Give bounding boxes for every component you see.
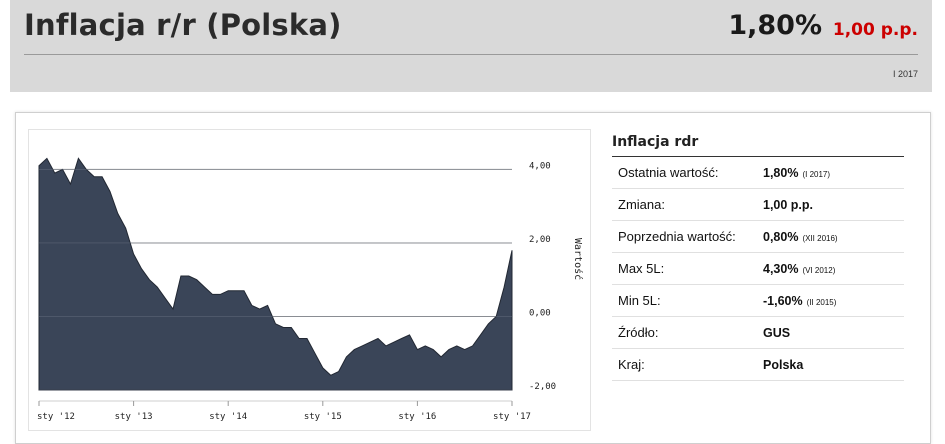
x-tick-label: sty '17: [493, 412, 531, 422]
info-value: 4,30% (VI 2012): [763, 261, 836, 276]
info-row-min: Min 5L: -1,60% (II 2015): [612, 285, 904, 317]
chart-container: 4,00 2,00 0,00 -2,00 Wartość sty '12 sty '13 st…: [28, 129, 591, 431]
info-title: Inflacja rdr: [612, 130, 904, 157]
info-label: Max 5L:: [618, 261, 665, 276]
inflation-area-series: [38, 157, 513, 391]
info-label: Min 5L:: [618, 293, 661, 308]
header-divider: [24, 54, 918, 55]
current-value: 1,80%: [728, 10, 822, 41]
period-label: I 2017: [892, 69, 918, 79]
info-label: Poprzednia wartość:: [618, 229, 736, 244]
info-label: Zmiana:: [618, 197, 665, 212]
inflation-chart: 4,00 2,00 0,00 -2,00 Wartość sty '12 sty '13 st…: [37, 157, 584, 422]
info-table: Inflacja rdr Ostatnia wartość: 1,80% (I 2…: [612, 130, 904, 381]
info-value: 1,80% (I 2017): [763, 165, 831, 180]
info-label: Źródło:: [618, 325, 659, 340]
info-value: -1,60% (II 2015): [763, 293, 837, 308]
info-row-previous: Poprzednia wartość: 0,80% (XII 2016): [612, 221, 904, 253]
change-value: 1,00 p.p.: [832, 20, 918, 40]
info-row-change: Zmiana: 1,00 p.p.: [612, 189, 904, 221]
info-row-last: Ostatnia wartość: 1,80% (I 2017): [612, 157, 904, 189]
x-tick-label: sty '15: [304, 412, 342, 422]
x-tick-label: sty '12: [37, 412, 75, 422]
y-tick-label: 2,00: [529, 235, 551, 245]
y-tick-label: 0,00: [529, 308, 551, 318]
x-tick-label: sty '13: [115, 412, 153, 422]
y-tick-label: 4,00: [529, 161, 551, 171]
indicator-header: Inflacja r/r (Polska) 1,80% 1,00 p.p. I …: [10, 0, 932, 92]
info-row-country: Kraj: Polska: [612, 349, 904, 381]
y-tick-label: -2,00: [529, 382, 556, 392]
y-axis-label: Wartość: [572, 238, 584, 280]
content-panel: 4,00 2,00 0,00 -2,00 Wartość sty '12 sty '13 st…: [15, 112, 931, 444]
info-value: GUS: [763, 325, 791, 340]
info-row-source: Źródło: GUS: [612, 317, 904, 349]
info-label: Ostatnia wartość:: [618, 165, 719, 180]
page-title: Inflacja r/r (Polska): [24, 8, 342, 42]
info-value: 0,80% (XII 2016): [763, 229, 838, 244]
info-label: Kraj:: [618, 357, 645, 372]
info-row-max: Max 5L: 4,30% (VI 2012): [612, 253, 904, 285]
info-value: 1,00 p.p.: [763, 197, 814, 212]
info-value: Polska: [763, 357, 804, 372]
x-tick-label: sty '14: [209, 412, 247, 422]
x-tick-label: sty '16: [398, 412, 436, 422]
